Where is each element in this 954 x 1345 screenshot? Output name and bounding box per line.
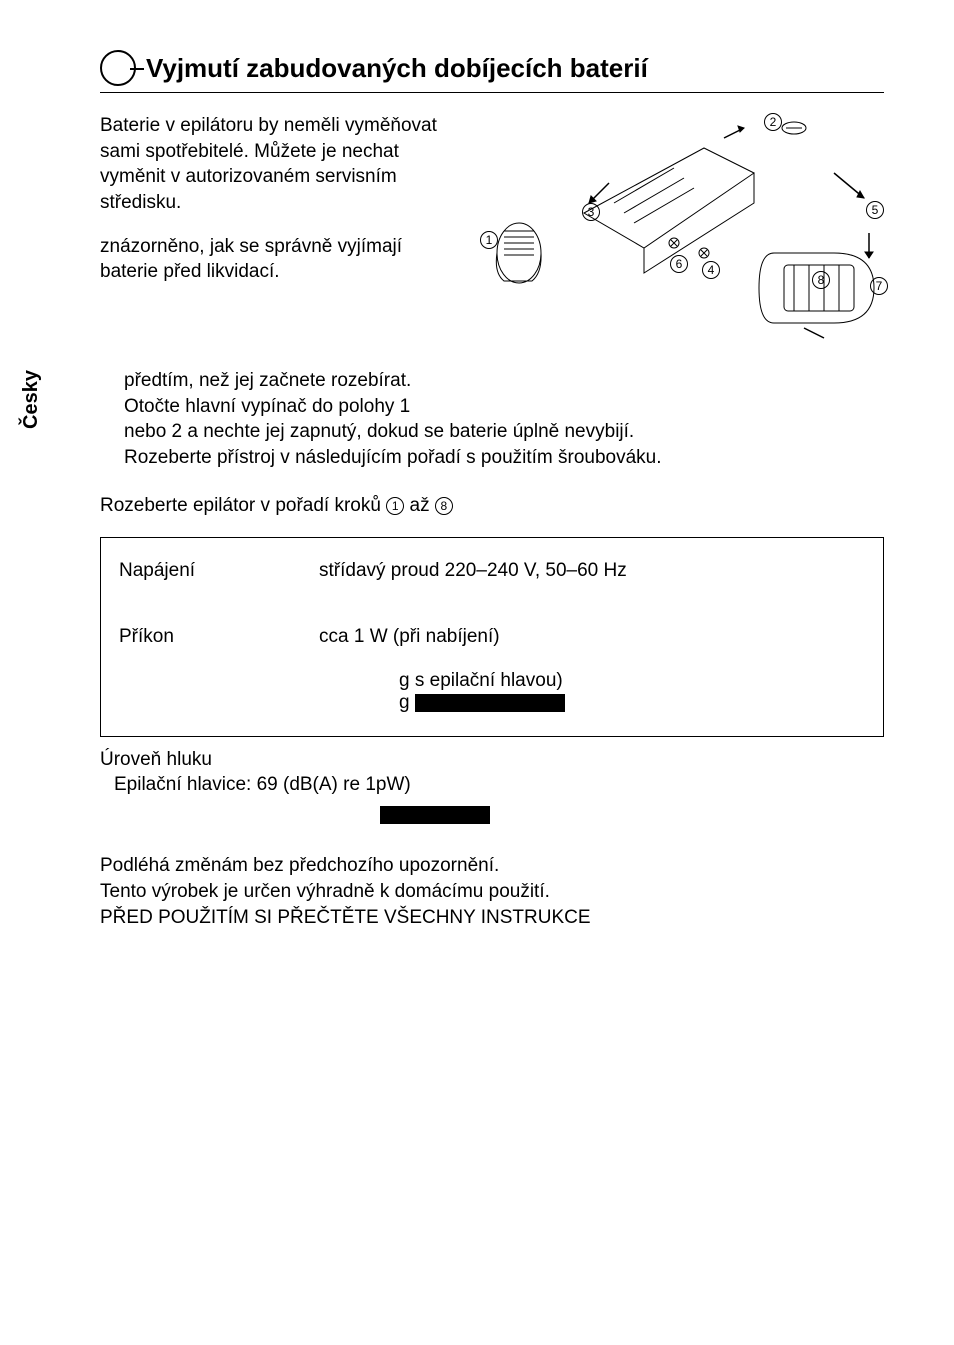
spec-value: cca 1 W (při nabíjení) <box>319 626 865 648</box>
disassembly-diagram: 1 2 3 4 5 6 7 8 <box>474 113 884 368</box>
spec-label: Příkon <box>119 626 319 648</box>
redacted-block <box>380 806 490 824</box>
notice-block: Podléhá změnám bez předchozího upozorněn… <box>100 853 884 930</box>
notice-line: PŘED POUŽITÍM SI PŘEČTĚTE VŠECHNY INSTRU… <box>100 905 884 931</box>
heading-bullet-icon <box>100 50 136 86</box>
spec-label <box>119 670 319 714</box>
diagram-callout-5: 5 <box>866 201 884 219</box>
diagram-callout-7: 7 <box>870 277 888 295</box>
disassemble-mid: až <box>404 495 435 516</box>
step-to-icon: 8 <box>435 497 453 515</box>
noise-line: Epilační hlavice: 69 (dB(A) re 1pW) <box>114 772 884 798</box>
section-heading: Vyjmutí zabudovaných dobíjecích baterií <box>100 50 884 93</box>
notice-line: Podléhá změnám bez předchozího upozorněn… <box>100 853 884 879</box>
diagram-callout-6: 6 <box>670 255 688 273</box>
weight-line2: g <box>399 692 410 713</box>
spec-row-weight: g s epilační hlavou) g <box>101 670 883 736</box>
redacted-block <box>415 694 565 712</box>
spec-label: Napájení <box>119 560 319 582</box>
notice-line: Tento výrobek je určen výhradně k domácí… <box>100 879 884 905</box>
diagram-callout-1: 1 <box>480 231 498 249</box>
disassemble-sentence: Rozeberte epilátor v pořadí kroků 1 až 8 <box>100 495 884 517</box>
mid-paragraph: znázorněno, jak se správně vyjímají bate… <box>100 234 454 285</box>
spec-value: střídavý proud 220–240 V, 50–60 Hz <box>319 560 865 582</box>
instruction-item: Rozeberte přístroj v následujícím pořadí… <box>124 445 884 471</box>
instruction-item: Otočte hlavní vypínač do polohy 1 <box>124 394 884 420</box>
disassemble-prefix: Rozeberte epilátor v pořadí kroků <box>100 495 386 516</box>
step-from-icon: 1 <box>386 497 404 515</box>
spec-row-consumption: Příkon cca 1 W (při nabíjení) <box>101 604 883 670</box>
instruction-item: předtím, než jej začnete rozebírat. <box>124 368 884 394</box>
language-tab: Česky <box>20 370 43 429</box>
spec-row-power: Napájení střídavý proud 220–240 V, 50–60… <box>101 538 883 604</box>
diagram-callout-4: 4 <box>702 261 720 279</box>
diagram-callout-2: 2 <box>764 113 782 131</box>
diagram-callout-8: 8 <box>812 271 830 289</box>
spec-table: Napájení střídavý proud 220–240 V, 50–60… <box>100 537 884 737</box>
intro-paragraph: Baterie v epilátoru by neměli vyměňovat … <box>100 113 454 216</box>
instruction-list: předtím, než jej začnete rozebírat. Otoč… <box>124 368 884 471</box>
weight-line1: g s epilační hlavou) <box>399 670 563 691</box>
instruction-item: nebo 2 a nechte jej zapnutý, dokud se ba… <box>124 419 884 445</box>
epilator-diagram-svg <box>474 113 884 363</box>
diagram-callout-3: 3 <box>582 203 600 221</box>
spec-value: g s epilační hlavou) g <box>319 670 865 714</box>
noise-title: Úroveň hluku <box>100 747 884 773</box>
noise-block: Úroveň hluku Epilační hlavice: 69 (dB(A)… <box>100 747 884 828</box>
heading-text: Vyjmutí zabudovaných dobíjecích baterií <box>146 53 648 84</box>
